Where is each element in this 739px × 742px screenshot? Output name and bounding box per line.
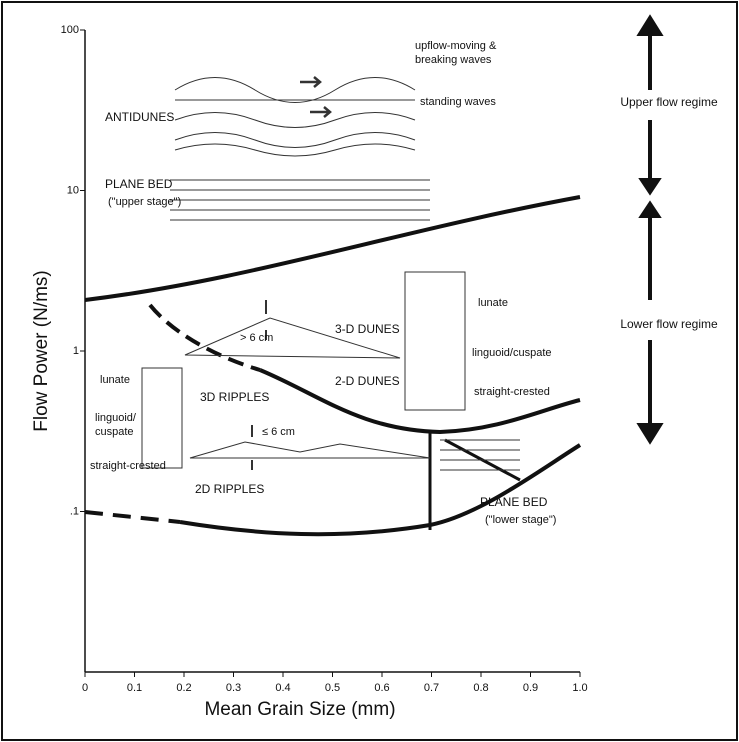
x-tick-label: 0.2 — [176, 682, 191, 694]
x-tick-label: 0.4 — [275, 682, 290, 694]
label: ≤ 6 cm — [262, 426, 295, 438]
label: straight-crested — [474, 386, 550, 398]
label: breaking waves — [415, 54, 492, 66]
y-tick-label: 100 — [61, 24, 79, 36]
x-tick-label: 0.6 — [374, 682, 389, 694]
label: 3D RIPPLES — [200, 390, 269, 404]
label: linguoid/cuspate — [472, 347, 552, 359]
label: upflow-moving & — [415, 40, 497, 52]
label: lunate — [478, 297, 508, 309]
x-tick-label: 0.7 — [424, 682, 439, 694]
boundaries — [84, 195, 582, 537]
label: ("upper stage") — [108, 196, 181, 208]
x-tick-label: 0.8 — [473, 682, 488, 694]
regime-arrows — [636, 14, 664, 445]
x-title: Mean Grain Size (mm) — [204, 699, 395, 720]
x-tick-label: 1.0 — [572, 682, 587, 694]
label: lunate — [100, 374, 130, 386]
label: cuspate — [95, 426, 134, 438]
label: ("lower stage") — [485, 514, 556, 526]
label: 2-D DUNES — [335, 374, 400, 388]
regime-label: Lower flow regime — [620, 317, 718, 331]
label: standing waves — [420, 96, 496, 108]
x-tick-label: 0.5 — [325, 682, 340, 694]
x-tick-label: 0 — [82, 682, 88, 694]
label: ANTIDUNES — [105, 110, 174, 124]
y-title: Flow Power (N/ms) — [31, 270, 52, 432]
x-tick-label: 0.1 — [127, 682, 142, 694]
label: > 6 cm — [240, 332, 273, 344]
label: straight-crested — [90, 460, 166, 472]
y-tick-label: .1 — [70, 505, 79, 517]
label: PLANE BED — [105, 177, 173, 191]
y-tick-label: 10 — [67, 184, 79, 196]
x-tick-label: 0.9 — [523, 682, 538, 694]
label: linguoid/ — [95, 412, 137, 424]
x-tick-label: 0.3 — [226, 682, 241, 694]
label: 2D RIPPLES — [195, 482, 264, 496]
label: PLANE BED — [480, 495, 548, 509]
bedform-sketches — [141, 76, 520, 471]
y-tick-label: 1 — [73, 345, 79, 357]
regime-label: Upper flow regime — [620, 95, 718, 109]
label: 3-D DUNES — [335, 322, 400, 336]
